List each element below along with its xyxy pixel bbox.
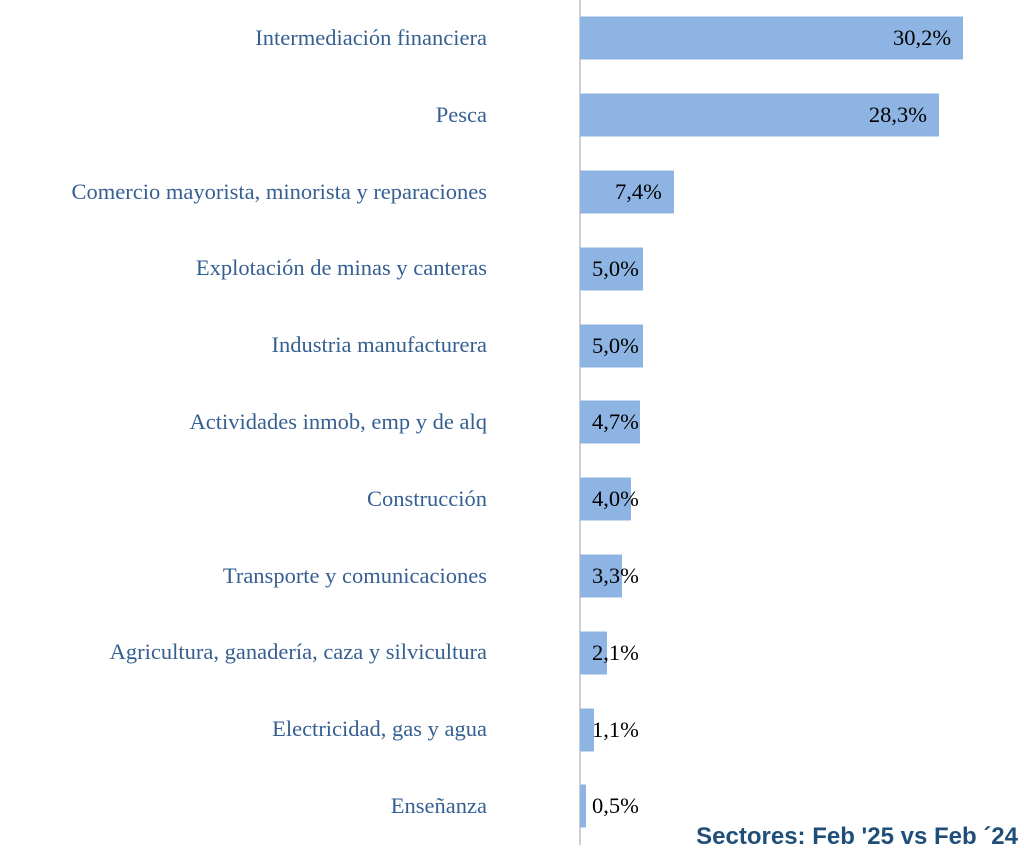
bar-area: 0,5%	[580, 768, 1024, 845]
bar	[580, 400, 640, 444]
value-label: 5,0%	[592, 255, 639, 281]
value-label: 2,1%	[592, 639, 639, 665]
value-label: 4,7%	[592, 409, 639, 435]
bar-row: Construcción 4,0%	[0, 461, 1024, 538]
bar	[580, 554, 622, 598]
bar-area: 1,1%	[580, 691, 1024, 768]
category-label: Intermediación financiera	[255, 25, 487, 51]
value-label: 5,0%	[592, 332, 639, 358]
category-label: Construcción	[367, 485, 487, 511]
bar-area: 28,3%	[580, 77, 1024, 154]
value-label: 28,3%	[868, 102, 927, 128]
bar-area: 30,2%	[580, 0, 1024, 77]
value-label: 1,1%	[592, 716, 639, 742]
bar	[580, 170, 674, 214]
bar-row: Intermediación financiera 30,2%	[0, 0, 1024, 77]
value-label: 3,3%	[592, 562, 639, 588]
bar	[580, 477, 631, 521]
category-label: Explotación de minas y canteras	[195, 255, 487, 281]
category-label: Electricidad, gas y agua	[272, 716, 487, 742]
bar-row: Enseñanza 0,5%	[0, 768, 1024, 845]
category-label: Enseñanza	[390, 792, 487, 818]
bar	[580, 708, 594, 752]
bar	[580, 93, 939, 137]
bar	[580, 16, 964, 60]
bar	[580, 784, 587, 828]
bar-row: Electricidad, gas y agua 1,1%	[0, 691, 1024, 768]
bar-area: 3,3%	[580, 538, 1024, 615]
bar	[580, 631, 607, 675]
category-label: Industria manufacturera	[271, 332, 487, 358]
value-label: 4,0%	[592, 486, 639, 512]
category-label: Pesca	[435, 101, 487, 127]
bar	[580, 247, 644, 291]
bar-row: Industria manufacturera 5,0%	[0, 307, 1024, 384]
bar-row: Pesca 28,3%	[0, 77, 1024, 154]
bar-area: 5,0%	[580, 307, 1024, 384]
category-label: Transporte y comunicaciones	[222, 562, 487, 588]
bar-area: 5,0%	[580, 230, 1024, 307]
bar-area: 7,4%	[580, 154, 1024, 231]
value-label: 0,5%	[592, 793, 639, 819]
bar-row: Transporte y comunicaciones 3,3%	[0, 538, 1024, 615]
category-label: Comercio mayorista, minorista y reparaci…	[71, 178, 488, 204]
category-label: Actividades inmob, emp y de alq	[189, 409, 487, 434]
chart-caption: Sectores: Feb '25 vs Feb ´24	[696, 823, 1018, 850]
value-label: 7,4%	[614, 178, 662, 204]
bar-row: Comercio mayorista, minorista y reparaci…	[0, 154, 1024, 231]
bar-area: 2,1%	[580, 614, 1024, 691]
bar-area: 4,7%	[580, 384, 1024, 461]
bar-row: Actividades inmob, emp y de alq 4,7%	[0, 384, 1024, 461]
value-label: 30,2%	[892, 25, 952, 51]
bar-area: 4,0%	[580, 461, 1024, 538]
bar-row: Explotación de minas y canteras 5,0%	[0, 230, 1024, 307]
bar	[580, 324, 644, 368]
bar-row: Agricultura, ganadería, caza y silvicult…	[0, 614, 1024, 691]
category-label: Agricultura, ganadería, caza y silvicult…	[109, 639, 487, 665]
